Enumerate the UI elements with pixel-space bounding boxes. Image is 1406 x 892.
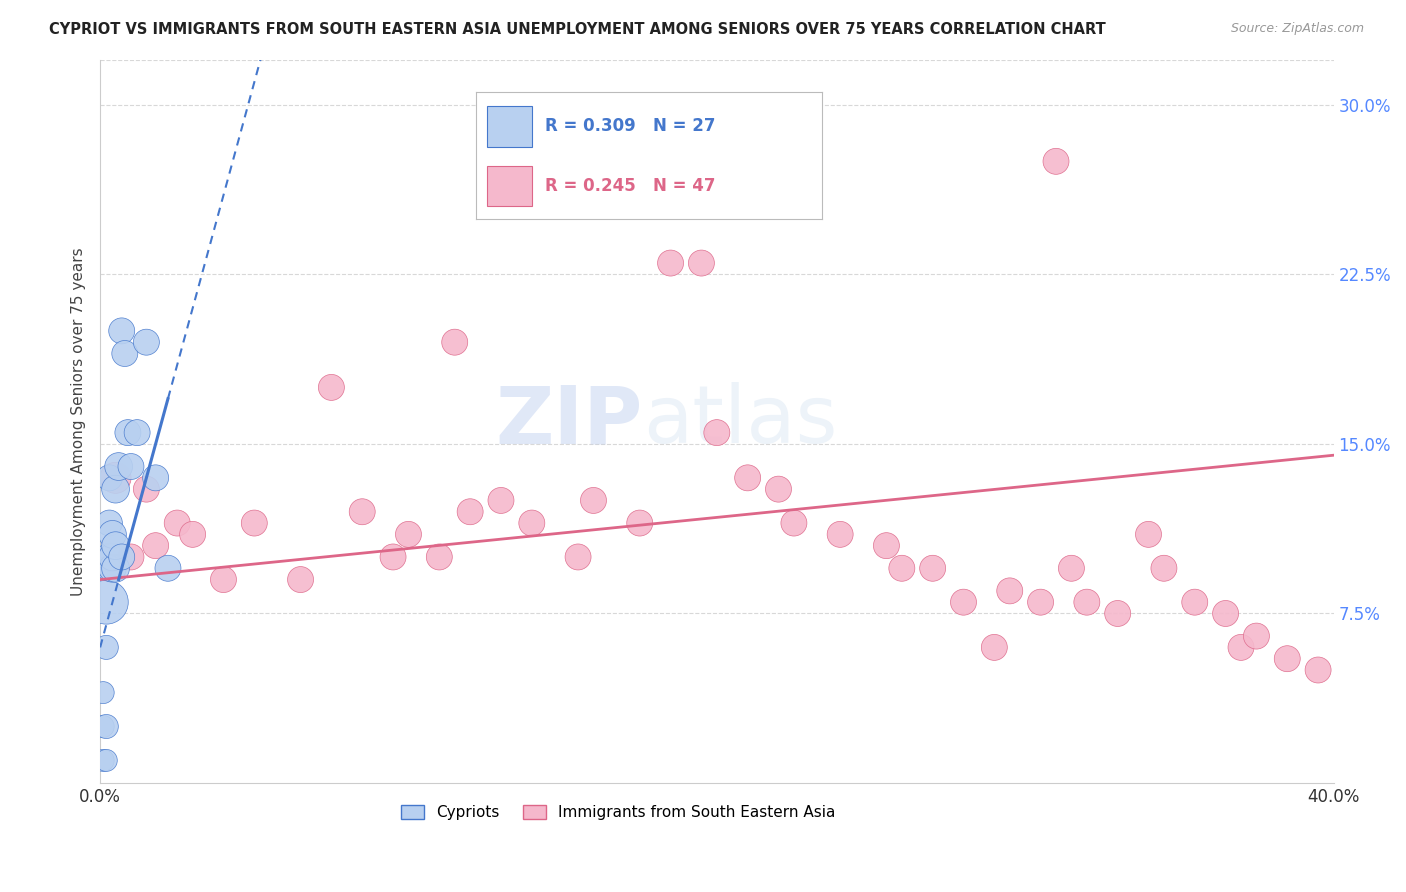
- Text: atlas: atlas: [643, 383, 837, 460]
- Point: [120, 549, 142, 564]
- Point: [567, 549, 589, 564]
- Y-axis label: Unemployment Among Seniors over 75 years: Unemployment Among Seniors over 75 years: [72, 247, 86, 596]
- Point: [166, 516, 188, 530]
- Point: [104, 539, 127, 553]
- Point: [706, 425, 728, 440]
- Point: [156, 561, 179, 575]
- Point: [111, 324, 134, 338]
- Point: [91, 719, 114, 733]
- Point: [243, 516, 266, 530]
- Point: [104, 471, 127, 485]
- Point: [382, 549, 405, 564]
- Point: [1246, 629, 1268, 643]
- Point: [321, 380, 343, 394]
- Point: [98, 561, 121, 575]
- Text: CYPRIOT VS IMMIGRANTS FROM SOUTH EASTERN ASIA UNEMPLOYMENT AMONG SENIORS OVER 75: CYPRIOT VS IMMIGRANTS FROM SOUTH EASTERN…: [49, 22, 1107, 37]
- Point: [983, 640, 1005, 655]
- Point: [104, 482, 127, 496]
- Point: [101, 549, 124, 564]
- Point: [181, 527, 204, 541]
- Point: [875, 539, 897, 553]
- Point: [398, 527, 420, 541]
- Point: [1306, 663, 1329, 677]
- Point: [135, 482, 157, 496]
- Point: [737, 471, 759, 485]
- Point: [111, 549, 134, 564]
- Point: [1277, 651, 1299, 665]
- Point: [582, 493, 605, 508]
- Point: [921, 561, 943, 575]
- Point: [783, 516, 806, 530]
- Point: [98, 471, 121, 485]
- Point: [1060, 561, 1083, 575]
- Point: [998, 583, 1021, 598]
- Point: [1230, 640, 1253, 655]
- Point: [690, 256, 713, 270]
- Point: [212, 573, 235, 587]
- Point: [107, 459, 129, 474]
- Point: [1045, 154, 1067, 169]
- Point: [427, 549, 450, 564]
- Point: [96, 754, 118, 768]
- Point: [104, 561, 127, 575]
- Point: [117, 425, 139, 440]
- Point: [98, 549, 121, 564]
- Legend: Cypriots, Immigrants from South Eastern Asia: Cypriots, Immigrants from South Eastern …: [395, 798, 841, 826]
- Point: [145, 539, 167, 553]
- Point: [101, 527, 124, 541]
- Point: [96, 640, 118, 655]
- Point: [628, 516, 651, 530]
- Point: [101, 561, 124, 575]
- Point: [1029, 595, 1052, 609]
- Text: ZIP: ZIP: [495, 383, 643, 460]
- Point: [120, 459, 142, 474]
- Point: [489, 493, 512, 508]
- Point: [352, 505, 374, 519]
- Point: [1076, 595, 1098, 609]
- Point: [290, 573, 312, 587]
- Point: [830, 527, 852, 541]
- Point: [520, 516, 543, 530]
- Point: [1215, 607, 1237, 621]
- Point: [952, 595, 974, 609]
- Text: Source: ZipAtlas.com: Source: ZipAtlas.com: [1230, 22, 1364, 36]
- Point: [1184, 595, 1206, 609]
- Point: [96, 719, 118, 733]
- Point: [127, 425, 149, 440]
- Point: [443, 335, 465, 350]
- Point: [890, 561, 912, 575]
- Point: [1137, 527, 1160, 541]
- Point: [96, 595, 118, 609]
- Point: [659, 256, 682, 270]
- Point: [135, 335, 157, 350]
- Point: [1153, 561, 1175, 575]
- Point: [91, 685, 114, 699]
- Point: [98, 516, 121, 530]
- Point: [768, 482, 790, 496]
- Point: [114, 346, 136, 360]
- Point: [91, 754, 114, 768]
- Point: [458, 505, 481, 519]
- Point: [1107, 607, 1129, 621]
- Point: [145, 471, 167, 485]
